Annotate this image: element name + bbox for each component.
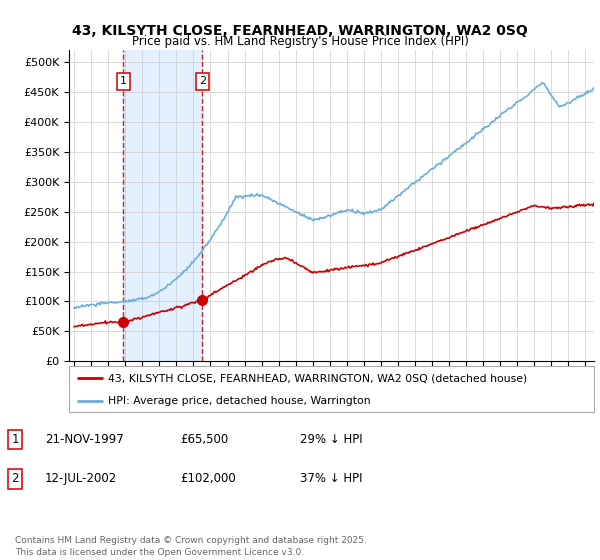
Text: £65,500: £65,500 [180, 433, 228, 446]
Text: HPI: Average price, detached house, Warrington: HPI: Average price, detached house, Warr… [109, 396, 371, 407]
Bar [124, 50, 202, 361]
Text: 12-JUL-2002: 12-JUL-2002 [45, 472, 117, 486]
Text: Price paid vs. HM Land Registry's House Price Index (HPI): Price paid vs. HM Land Registry's House … [131, 35, 469, 48]
Text: 2: 2 [199, 77, 206, 86]
Text: 29% ↓ HPI: 29% ↓ HPI [300, 433, 362, 446]
Text: 43, KILSYTH CLOSE, FEARNHEAD, WARRINGTON, WA2 0SQ: 43, KILSYTH CLOSE, FEARNHEAD, WARRINGTON… [72, 24, 528, 38]
Text: 43, KILSYTH CLOSE, FEARNHEAD, WARRINGTON, WA2 0SQ (detached house): 43, KILSYTH CLOSE, FEARNHEAD, WARRINGTON… [109, 373, 527, 383]
Text: 21-NOV-1997: 21-NOV-1997 [45, 433, 124, 446]
FancyBboxPatch shape [69, 366, 594, 412]
Text: 1: 1 [11, 433, 19, 446]
Text: 37% ↓ HPI: 37% ↓ HPI [300, 472, 362, 486]
Text: Contains HM Land Registry data © Crown copyright and database right 2025.
This d: Contains HM Land Registry data © Crown c… [15, 536, 367, 557]
Text: £102,000: £102,000 [180, 472, 236, 486]
Text: 1: 1 [120, 77, 127, 86]
Text: 2: 2 [11, 472, 19, 486]
